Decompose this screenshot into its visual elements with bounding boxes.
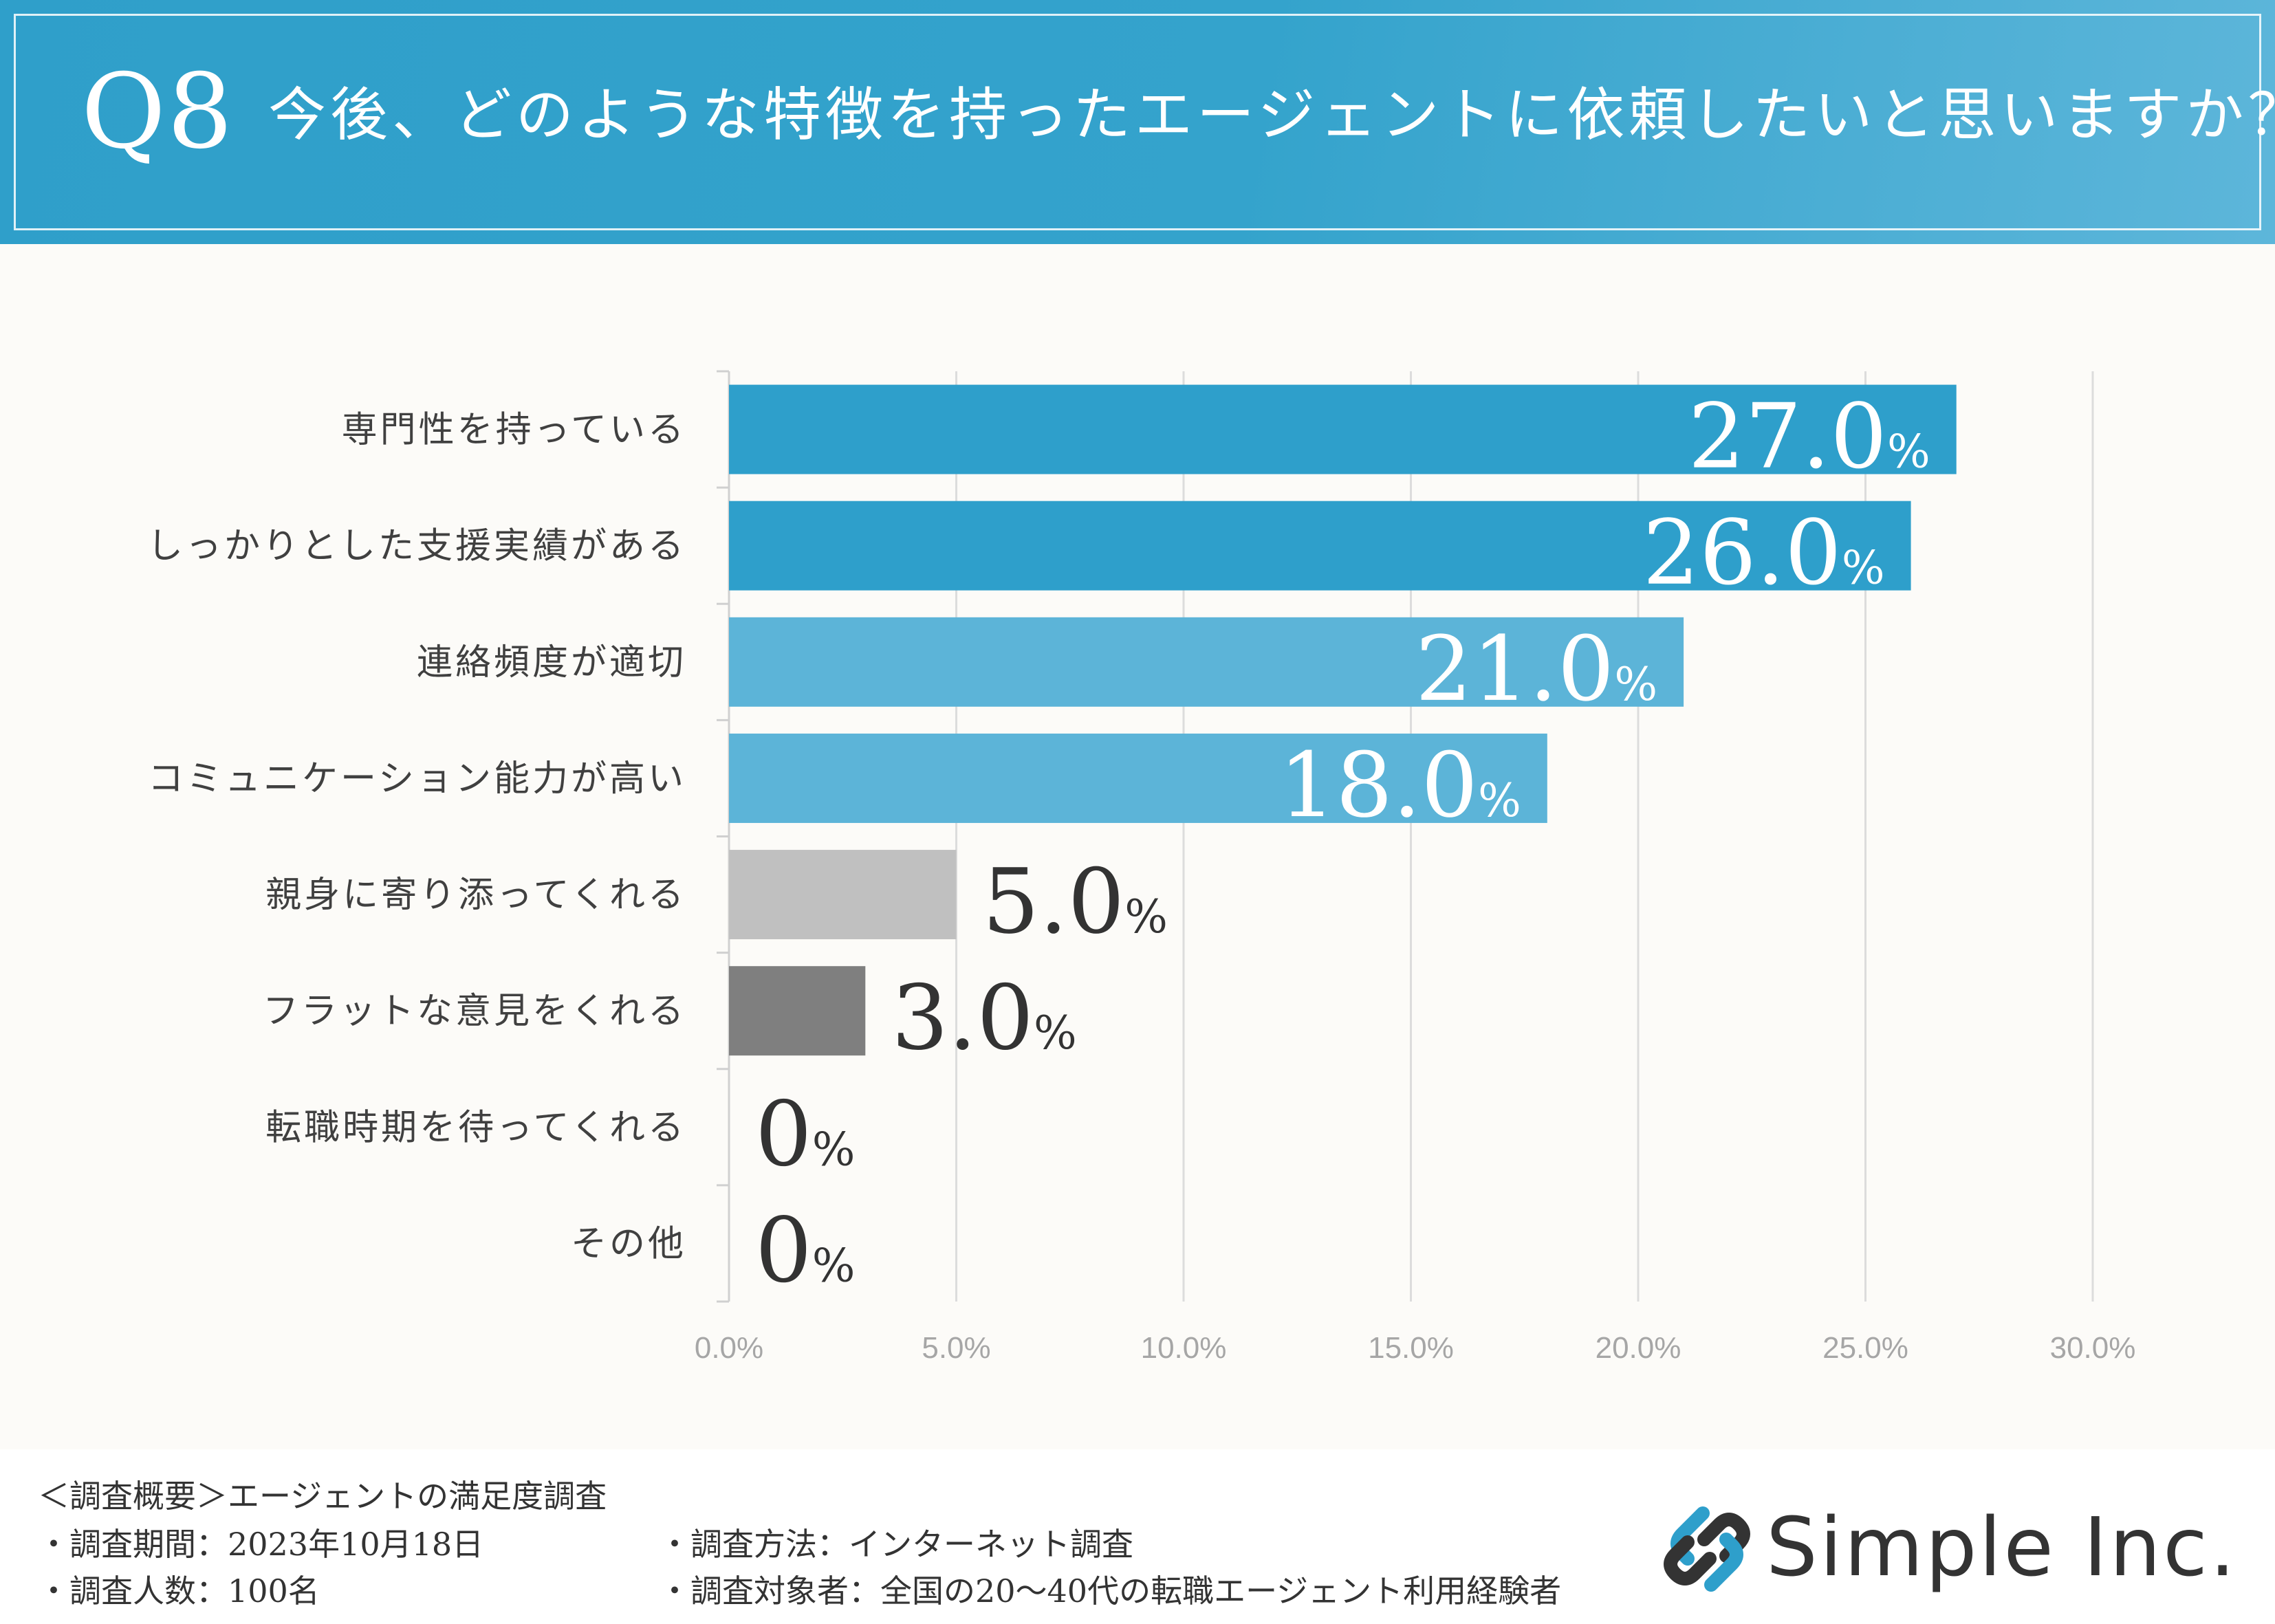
company-logo: Simple Inc. (1663, 1501, 2254, 1597)
bar (729, 733, 1547, 823)
x-tick-label: 10.0% (1141, 1331, 1227, 1365)
value-unit: % (1034, 1007, 1077, 1060)
value-number: 0 (755, 1198, 812, 1302)
category-label: しっかりとした支援実績がある (147, 526, 686, 567)
bar (729, 501, 1911, 591)
header-banner: Q8 今後、どのような特徴を持ったエージェントに依頼したいと思いますか？ (0, 0, 2275, 244)
category-label: 転職時期を待ってくれる (265, 1107, 686, 1148)
value-unit: % (1478, 774, 1521, 827)
survey-period: ・調査期間：2023年10月18日 (38, 1526, 484, 1563)
category-label: コミュニケーション能力が高い (148, 758, 686, 800)
value-label: 27.0% (1688, 384, 1930, 489)
value-unit: % (1614, 658, 1657, 711)
value-unit: % (812, 1239, 856, 1292)
value-unit: % (1124, 890, 1168, 943)
value-label: 21.0% (1415, 617, 1657, 721)
x-tick-label: 25.0% (1822, 1331, 1908, 1365)
category-label: 連絡頻度が適切 (417, 642, 686, 683)
question-text: 今後、どのような特徴を持ったエージェントに依頼したいと思いますか？ (268, 81, 2275, 149)
value-label: 26.0% (1642, 501, 1884, 605)
survey-target: ・調査対象者：全国の20～40代の転職エージェント利用経験者 (659, 1572, 1562, 1610)
survey-title: ＜調査概要＞エージェントの満足度調査 (38, 1478, 607, 1515)
value-label: 5.0% (983, 849, 1168, 954)
value-label: 3.0% (891, 965, 1076, 1070)
header-frame (14, 14, 2261, 230)
question-number: Q8 (81, 52, 235, 172)
survey-respondents: ・調査人数：100名 (38, 1572, 320, 1610)
bar (729, 850, 957, 940)
footer: ＜調査概要＞エージェントの満足度調査 ・調査期間：2023年10月18日 ・調査… (0, 1449, 2275, 1624)
x-tick-label: 15.0% (1368, 1331, 1454, 1365)
value-number: 0 (755, 1082, 812, 1186)
logo-text: Simple Inc. (1766, 1500, 2238, 1594)
category-label: 親身に寄り添ってくれる (265, 875, 686, 916)
bar (729, 617, 1684, 707)
x-tick-label: 0.0% (695, 1331, 763, 1365)
bar (729, 966, 866, 1056)
value-label: 18.0% (1279, 733, 1521, 837)
value-number: 26.0 (1642, 501, 1841, 605)
bar-chart: 0.0% 5.0% 10.0% 15.0% 20.0% 25.0% 30.0% 専門性を持って… (147, 370, 2136, 1365)
value-number: 3.0 (891, 965, 1034, 1070)
value-number: 18.0 (1279, 733, 1478, 837)
x-tick-label: 5.0% (922, 1331, 990, 1365)
category-label: フラットな意見をくれる (263, 991, 686, 1032)
category-label: 専門性を持っている (342, 410, 686, 451)
value-number: 5.0 (983, 849, 1125, 954)
value-unit: % (1842, 542, 1885, 595)
value-unit: % (1887, 426, 1930, 479)
category-label: その他 (571, 1223, 686, 1264)
value-unit: % (812, 1123, 856, 1176)
bar (729, 384, 1957, 474)
value-label: 0% (755, 1082, 855, 1186)
x-tick-label: 30.0% (2050, 1331, 2136, 1365)
value-number: 27.0 (1688, 384, 1887, 489)
survey-method: ・調査方法：インターネット調査 (659, 1526, 1133, 1563)
value-label: 0% (755, 1198, 855, 1302)
value-number: 21.0 (1415, 617, 1614, 721)
x-tick-label: 20.0% (1596, 1331, 1681, 1365)
link-chain-logo-icon (1664, 1506, 1750, 1592)
